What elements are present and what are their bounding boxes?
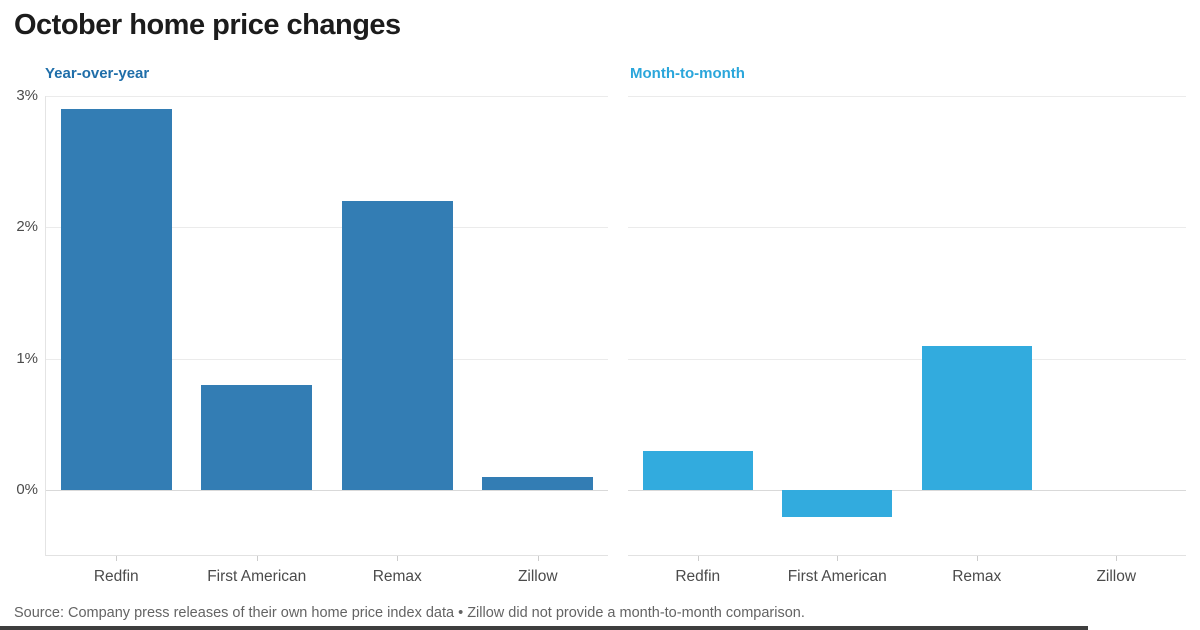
- panel-title-year-over-year: Year-over-year: [45, 65, 150, 82]
- bar-zillow: [482, 477, 594, 491]
- gridline-3pct: [46, 96, 608, 97]
- x-axis-tick: [837, 556, 839, 561]
- bar-remax: [921, 345, 1032, 491]
- category-label-redfin: Redfin: [675, 568, 721, 585]
- gridline-2pct: [628, 227, 1186, 229]
- x-axis-tick: [256, 556, 258, 561]
- category-label-zillow: Zillow: [1096, 568, 1137, 585]
- x-axis-tick: [697, 556, 699, 561]
- plot-month-to-month: Redfin First American Remax Zillow: [628, 96, 1186, 585]
- gridline-1pct: [46, 358, 608, 360]
- bar-redfin: [60, 109, 172, 491]
- x-axis-tick: [116, 556, 118, 561]
- bar-redfin: [642, 450, 753, 491]
- category-label-first-american: First American: [787, 568, 887, 585]
- x-axis-tick: [397, 556, 399, 561]
- category-label-redfin: Redfin: [93, 568, 139, 585]
- gridline-0pct: [46, 490, 608, 492]
- gridline-0pct: [628, 490, 1186, 492]
- category-label-zillow: Zillow: [517, 568, 558, 585]
- category-label-remax: Remax: [952, 568, 1002, 585]
- panel-title-month-to-month: Month-to-month: [630, 65, 745, 82]
- category-label-remax: Remax: [372, 568, 422, 585]
- y-axis-label-1pct: 1%: [16, 349, 38, 367]
- plot-year-over-year: Redfin First American Remax Zillow: [45, 96, 608, 585]
- category-label-first-american: First American: [207, 568, 307, 585]
- source-note: Source: Company press releases of their …: [14, 605, 805, 621]
- gridline-2pct: [46, 227, 608, 229]
- y-axis-label-3pct: 3%: [16, 87, 38, 104]
- gridline-1pct: [628, 358, 1186, 360]
- bar-first-american: [782, 490, 893, 517]
- axis-bottom-line: [46, 555, 608, 556]
- bar-first-american: [201, 385, 313, 491]
- x-axis-tick: [537, 556, 539, 561]
- x-axis-tick: [976, 556, 978, 561]
- y-axis-label-2pct: 2%: [16, 218, 38, 236]
- x-axis-tick: [1116, 556, 1118, 561]
- y-axis-label-0pct: 0%: [16, 481, 38, 499]
- bottom-accent-bar: [0, 626, 1088, 630]
- bar-remax: [341, 201, 453, 491]
- axis-bottom-line: [628, 555, 1186, 556]
- chart-title: October home price changes: [14, 9, 401, 41]
- gridline-3pct: [628, 96, 1186, 97]
